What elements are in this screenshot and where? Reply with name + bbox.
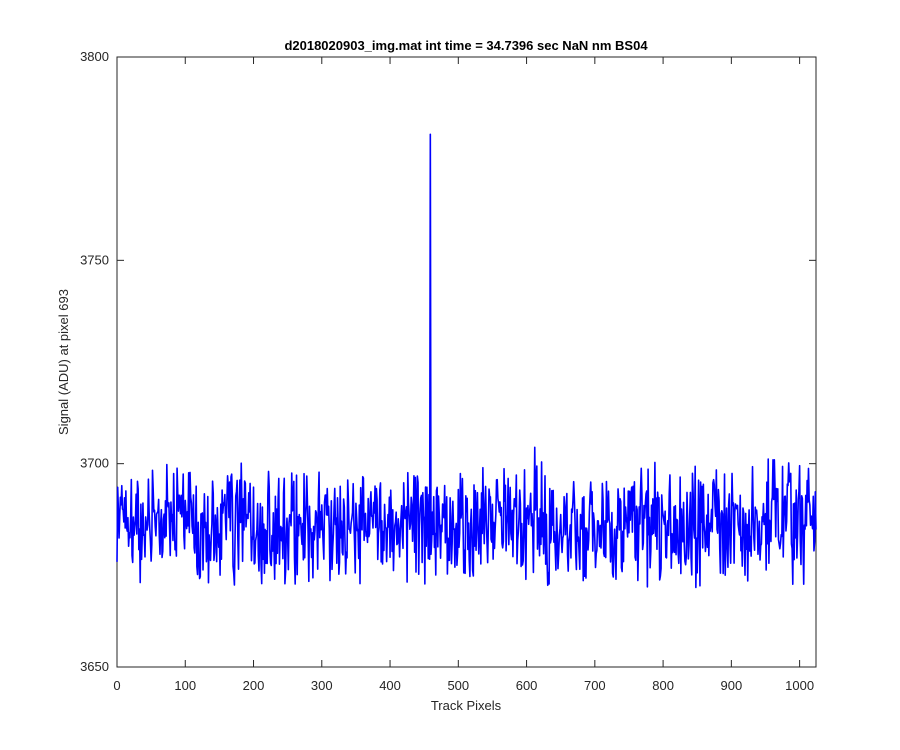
x-tick-label: 600 (516, 678, 538, 693)
x-tick-label: 500 (447, 678, 469, 693)
x-tick-label: 200 (243, 678, 265, 693)
plot-box (116, 56, 817, 668)
y-tick-label: 3800 (80, 49, 109, 64)
x-tick-label: 0 (113, 678, 120, 693)
x-tick-label: 800 (652, 678, 674, 693)
axis-ticks: 0 100 200 300 400 500 600 700 800 900 1000 3650 3700… (80, 49, 816, 693)
x-tick-label: 300 (311, 678, 333, 693)
x-axis-label: Track Pixels (431, 698, 502, 713)
x-tick-label: 1000 (785, 678, 814, 693)
x-tick-label: 700 (584, 678, 606, 693)
x-tick-label: 400 (379, 678, 401, 693)
x-tick-label: 100 (174, 678, 196, 693)
y-tick-label: 3750 (80, 252, 109, 267)
chart-title: d2018020903_img.mat int time = 34.7396 s… (284, 38, 648, 53)
y-tick-label: 3650 (80, 659, 109, 674)
series-layer (116, 133, 817, 589)
y-tick-label: 3700 (80, 456, 109, 471)
y-axis-label: Signal (ADU) at pixel 693 (56, 289, 71, 435)
x-tick-label: 900 (721, 678, 743, 693)
series-line (116, 133, 817, 589)
